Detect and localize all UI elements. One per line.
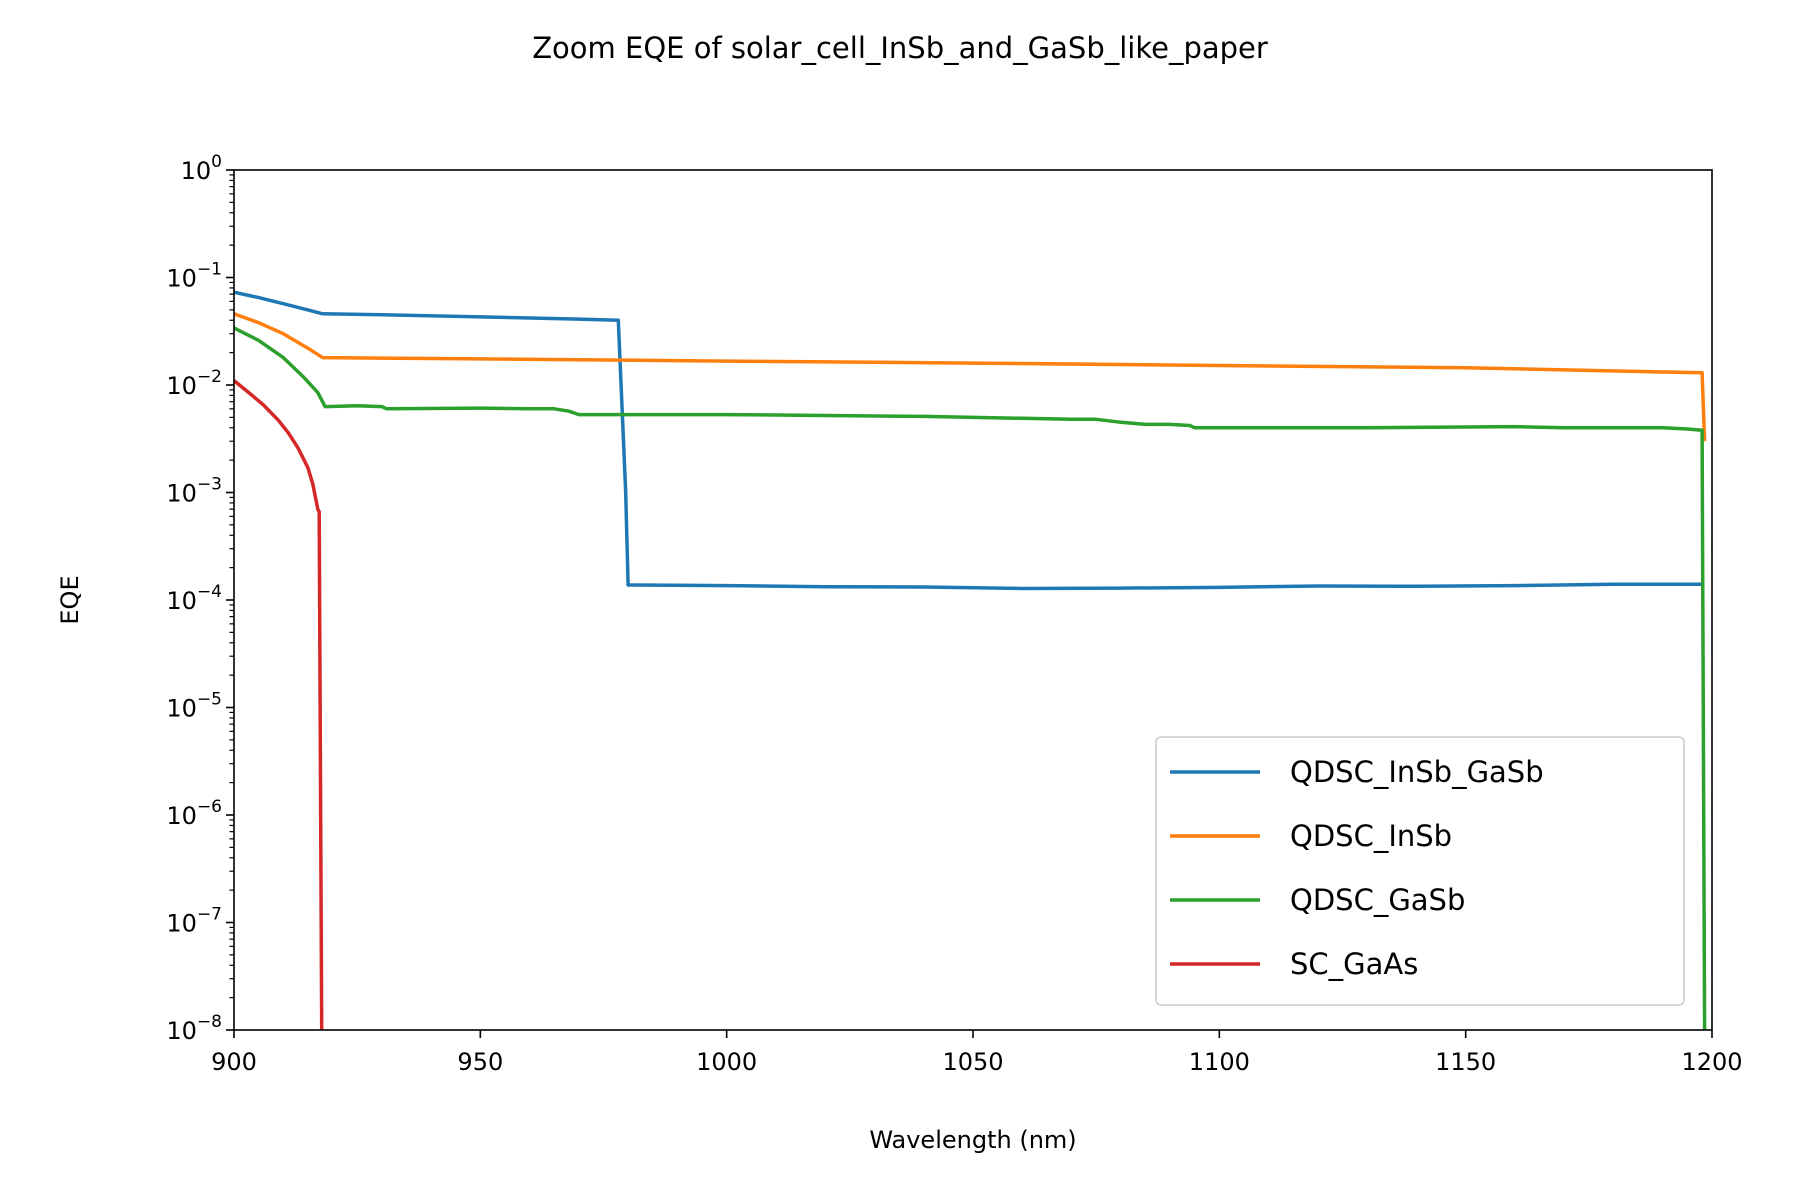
y-tick-label: 10−2 <box>166 367 222 400</box>
series-line-1 <box>234 290 1703 591</box>
y-tick-label: 10−4 <box>166 582 222 615</box>
legend: QDSC_InSb_GaSb QDSC_InSb QDSC_GaSb SC_GaAs <box>1155 736 1685 1006</box>
x-tick-label: 1100 <box>1189 1048 1250 1076</box>
legend-label-4: SC_GaAs <box>1290 947 1418 981</box>
x-tick-label: 1200 <box>1681 1048 1742 1076</box>
y-axis-label: EQE <box>56 575 84 624</box>
legend-label-2: QDSC_InSb <box>1290 819 1452 853</box>
y-tick-label: 10−1 <box>166 260 222 293</box>
x-tick-label: 900 <box>211 1048 257 1076</box>
x-tick-label: 1150 <box>1435 1048 1496 1076</box>
chart-title: Zoom EQE of solar_cell_InSb_and_GaSb_lik… <box>532 31 1268 65</box>
legend-label-1: QDSC_InSb_GaSb <box>1290 755 1544 789</box>
x-tick-label: 1050 <box>942 1048 1003 1076</box>
series-line-2 <box>234 312 1707 442</box>
y-tick-label: 10−3 <box>166 475 222 508</box>
x-tick-label: 1000 <box>696 1048 757 1076</box>
y-tick-label: 10−6 <box>166 797 222 830</box>
y-tick-label: 10−7 <box>166 905 222 938</box>
y-tick-label: 10−5 <box>166 690 222 723</box>
y-tick-label: 100 <box>181 152 222 185</box>
x-axis: 900 950 1000 1050 1100 1150 1200 <box>211 1030 1743 1076</box>
x-axis-label: Wavelength (nm) <box>869 1126 1076 1154</box>
x-tick-label: 950 <box>457 1048 503 1076</box>
y-axis: 100 10−1 10−2 10−3 10−4 10−5 10−6 10−7 10−8 <box>166 152 234 1045</box>
y-tick-label: 10−8 <box>166 1012 222 1045</box>
series-line-4 <box>234 379 324 1030</box>
legend-label-3: QDSC_GaSb <box>1290 883 1465 917</box>
legend-frame <box>1155 736 1685 1006</box>
series-line-3 <box>234 326 1707 1030</box>
series-layer <box>234 290 1707 1030</box>
